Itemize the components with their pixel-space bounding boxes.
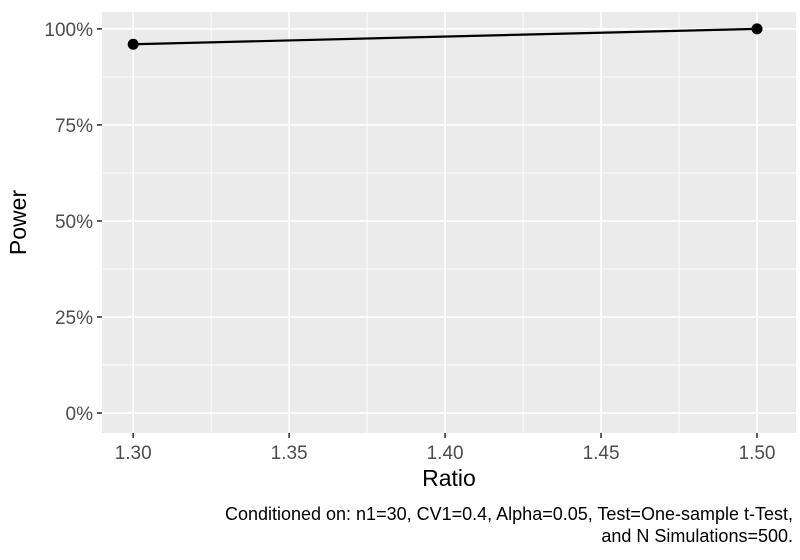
plot-panel <box>102 12 796 433</box>
data-point <box>127 38 139 50</box>
minor-gridlines <box>102 12 796 433</box>
y-tick-label: 75% <box>55 116 93 137</box>
y-tick-label: 100% <box>44 20 93 41</box>
x-axis-title: Ratio <box>422 465 476 491</box>
data-point <box>751 23 763 35</box>
data-series <box>127 23 763 50</box>
y-tick-label: 50% <box>55 212 93 233</box>
y-tick-label: 0% <box>66 404 94 425</box>
x-tick-label: 1.30 <box>115 443 152 464</box>
x-axis-tick-labels: 1.30 1.35 1.40 1.45 1.50 <box>115 443 776 464</box>
power-line <box>133 27 758 46</box>
axis-tick-marks <box>97 28 758 438</box>
y-tick-label: 25% <box>55 308 93 329</box>
caption-line-2: and N Simulations=500. <box>601 526 793 546</box>
x-tick-label: 1.50 <box>739 443 776 464</box>
caption-line-1: Conditioned on: n1=30, CV1=0.4, Alpha=0.… <box>225 504 793 524</box>
y-axis-title: Power <box>5 190 31 256</box>
y-axis-tick-labels: 0% 25% 50% 75% 100% <box>44 20 93 425</box>
x-tick-label: 1.45 <box>583 443 620 464</box>
major-gridlines <box>102 12 796 433</box>
x-tick-label: 1.40 <box>427 443 464 464</box>
x-tick-label: 1.35 <box>271 443 308 464</box>
